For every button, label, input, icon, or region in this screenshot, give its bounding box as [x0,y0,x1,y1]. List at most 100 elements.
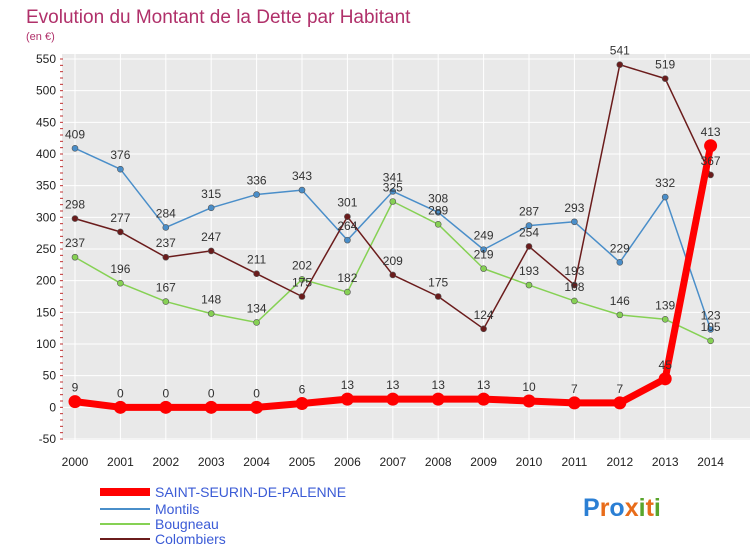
data-label: 105 [701,320,721,334]
data-point [386,392,400,406]
data-point [661,193,669,201]
y-tick-label: 550 [36,52,56,66]
data-point [159,400,173,414]
data-label: 237 [156,236,176,250]
data-label: 229 [610,241,630,255]
data-point [480,325,487,333]
chart-title: Evolution du Montant de la Dette par Hab… [26,7,411,28]
data-point [295,397,309,411]
data-labels: 9 0 0 0 0 6 13 13 13 13 10 7 7 45 413 409 376 284 315 336 34… [65,44,721,401]
data-label: 277 [110,211,130,225]
data-point [525,243,533,250]
y-tick-label: 50 [43,369,57,383]
series-saint-seurin-de-palenne [68,139,718,414]
data-label: 315 [201,187,221,201]
logo-letter: o [609,494,624,522]
data-point [207,204,215,212]
y-tick-label: 350 [36,179,56,193]
logo-letter: P [583,494,600,522]
series-layer [68,61,718,414]
data-point [389,188,397,195]
legend-label: SAINT-SEURIN-DE-PALENNE [155,484,346,500]
x-tick-label: 2003 [198,455,225,469]
data-point [117,165,124,173]
data-label: 301 [337,196,357,210]
data-point [340,392,354,406]
data-label: 376 [110,148,130,162]
data-point [298,293,306,300]
data-label: 146 [610,294,630,308]
y-tick-label: 400 [36,147,56,161]
data-point [525,222,533,229]
data-label: 148 [201,293,221,307]
legend-label: Colombiers [155,531,226,547]
data-label: 219 [474,248,494,262]
y-tick-label: 250 [36,242,56,256]
data-point [480,265,487,272]
data-label: 202 [292,258,312,272]
data-point [613,396,627,410]
data-label: 409 [65,127,85,141]
series-bougneau [71,198,714,345]
data-label: 193 [564,264,584,278]
data-point [344,288,351,296]
data-point [707,326,714,333]
data-label: 196 [110,262,130,276]
data-label: 175 [428,276,448,290]
data-label: 7 [571,382,578,396]
data-point [207,310,215,317]
data-point [658,372,672,386]
series-colombiers [71,61,714,333]
data-point [616,311,624,319]
data-label: 308 [428,191,448,205]
y-tick-label: 0 [49,400,56,414]
data-label: 168 [564,280,584,294]
data-point [661,75,669,82]
data-label: 175 [292,276,312,290]
data-label: 0 [162,386,169,400]
x-tick-label: 2013 [652,455,679,469]
data-point [571,297,578,305]
data-label: 336 [247,174,267,188]
data-label: 0 [117,386,124,400]
data-label: 167 [156,281,176,295]
data-label: 211 [247,253,266,267]
logo-letter: r [600,494,610,522]
x-tick-label: 2007 [379,455,406,469]
chart-subtitle: (en €) [26,31,55,43]
data-point [117,228,124,236]
y-tick-label: 200 [36,274,56,288]
data-label: 264 [337,219,357,233]
data-point [344,236,351,244]
data-point [571,218,578,226]
data-label: 7 [616,382,623,396]
data-label: 254 [519,225,539,239]
data-label: 343 [292,169,312,183]
data-label: 45 [659,358,673,372]
data-point [522,394,536,408]
legend-label: Bougneau [155,516,219,532]
proxiti-logo: Proxiti [583,494,661,522]
data-point [162,224,170,231]
data-label: 0 [208,386,215,400]
data-label: 13 [432,378,446,392]
data-point [253,319,260,326]
logo-letter: x [625,494,639,522]
x-tick-label: 2014 [697,455,724,469]
y-tick-label: 150 [36,305,56,319]
data-point [431,392,445,406]
data-point [250,400,264,414]
data-label: 284 [156,206,176,220]
logo-text: Proxiti [583,494,661,522]
logo-letter: i [654,494,661,522]
data-point [480,246,487,253]
data-label: 413 [701,125,721,139]
data-point [616,258,624,266]
data-point [298,276,306,283]
data-point [525,281,533,289]
data-label: 134 [247,301,267,315]
data-label: 332 [655,176,675,190]
data-label: 293 [564,201,584,215]
data-point [567,396,581,410]
